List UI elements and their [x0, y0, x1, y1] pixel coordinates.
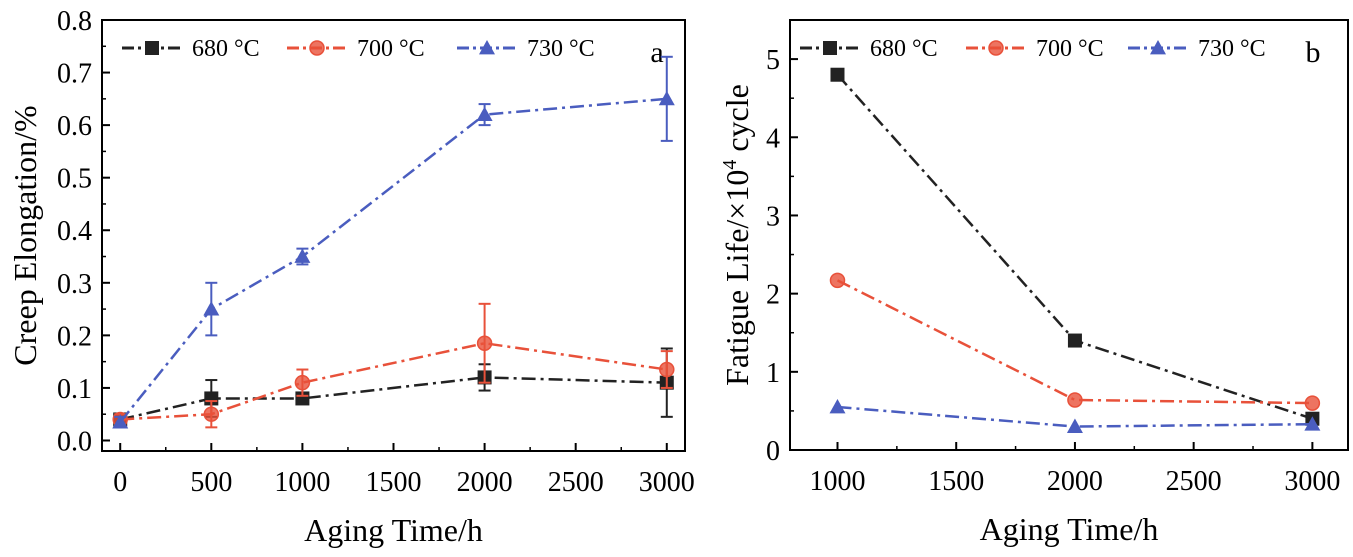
x-tick-label: 2500: [548, 467, 604, 498]
legend-marker: [1150, 40, 1166, 55]
y-tick-label: 0.1: [57, 374, 92, 405]
data-point: [294, 374, 311, 391]
data-point: [112, 414, 129, 429]
x-tick-label: 2500: [1166, 466, 1222, 497]
y-tick-label: 0: [766, 436, 780, 467]
legend-label: 700 °C: [357, 36, 425, 62]
legend-marker: [988, 40, 1004, 56]
y-tick-label: 2: [766, 280, 780, 311]
x-tick-label: 2000: [457, 467, 513, 498]
y-tick-label: 0.2: [57, 321, 92, 352]
x-tick-label: 2000: [1047, 466, 1103, 497]
x-tick-label: 1000: [274, 467, 330, 498]
y-tick-label: 0.8: [57, 6, 92, 37]
y-axis-title-suffix: cycle: [719, 84, 755, 160]
legend-label: 730 °C: [1198, 36, 1266, 62]
data-point: [203, 301, 220, 316]
x-tick-label: 3000: [1284, 466, 1340, 497]
data-point: [829, 272, 846, 289]
panel-label: a: [650, 36, 663, 69]
y-tick-label: 1: [766, 358, 780, 389]
y-tick-label: 0.3: [57, 269, 92, 300]
legend-marker: [823, 41, 837, 55]
data-point: [1067, 333, 1082, 348]
x-tick-label: 1000: [809, 466, 865, 497]
data-point: [830, 67, 845, 82]
data-point: [476, 106, 493, 122]
data-point: [658, 90, 675, 106]
data-point: [294, 248, 311, 263]
x-axis-title: Aging Time/h: [980, 511, 1159, 547]
legend-marker: [145, 41, 159, 55]
series-line: [120, 341, 667, 421]
x-axis-title: Aging Time/h: [304, 512, 483, 548]
legend-marker: [309, 40, 325, 56]
y-tick-label: 0.4: [57, 216, 92, 247]
data-point: [659, 361, 675, 378]
y-tick-label: 5: [766, 45, 780, 76]
x-tick-label: 1500: [928, 466, 984, 497]
series-line: [836, 73, 1313, 420]
y-tick-label: 0.0: [57, 426, 92, 457]
series-line: [836, 279, 1313, 405]
legend-label: 680 °C: [870, 36, 938, 62]
y-axis-title: Creep Elongation/%: [7, 105, 43, 365]
chart-panel-b: 1000 1500 2000 2500 3000 0 1 2 3 4 5 Aging Time/h Fa…: [719, 19, 1349, 547]
series-line: [119, 97, 667, 423]
y-axis-title: Fatigue Life/×104 cycle: [719, 84, 755, 386]
data-point: [476, 335, 493, 351]
data-point: [1067, 392, 1083, 408]
y-tick-label: 0.7: [57, 59, 92, 90]
legend-label: 700 °C: [1036, 36, 1104, 62]
x-tick-label: 3000: [639, 467, 695, 498]
x-tick-label: 0: [113, 467, 127, 498]
y-axis-title-prefix: Fatigue Life/×10: [719, 170, 755, 386]
data-point: [1304, 416, 1321, 431]
data-point: [829, 399, 846, 414]
panel-label: b: [1306, 36, 1321, 69]
y-tick-label: 0.5: [57, 164, 92, 195]
y-tick-label: 0.6: [57, 111, 92, 142]
y-tick-label: 4: [766, 123, 780, 154]
legend-label: 680 °C: [192, 36, 260, 62]
plot-frame: [101, 19, 686, 452]
y-axis-title-superscript: 4: [719, 160, 741, 170]
data-point: [203, 406, 220, 422]
y-tick-label: 3: [766, 201, 780, 232]
x-tick-label: 1500: [366, 467, 422, 498]
x-tick-label: 500: [190, 467, 232, 498]
chart-panel-a: 0 500 1000 1500 2000 2500 3000 0.0 0.1 0.2 0.3 0.4 0…: [7, 6, 695, 548]
data-point: [1066, 418, 1083, 433]
legend-label: 730 °C: [527, 36, 595, 62]
legend-marker: [479, 40, 495, 55]
series-line: [119, 376, 667, 421]
plot-frame: [789, 19, 1349, 451]
data-point: [1304, 395, 1321, 411]
